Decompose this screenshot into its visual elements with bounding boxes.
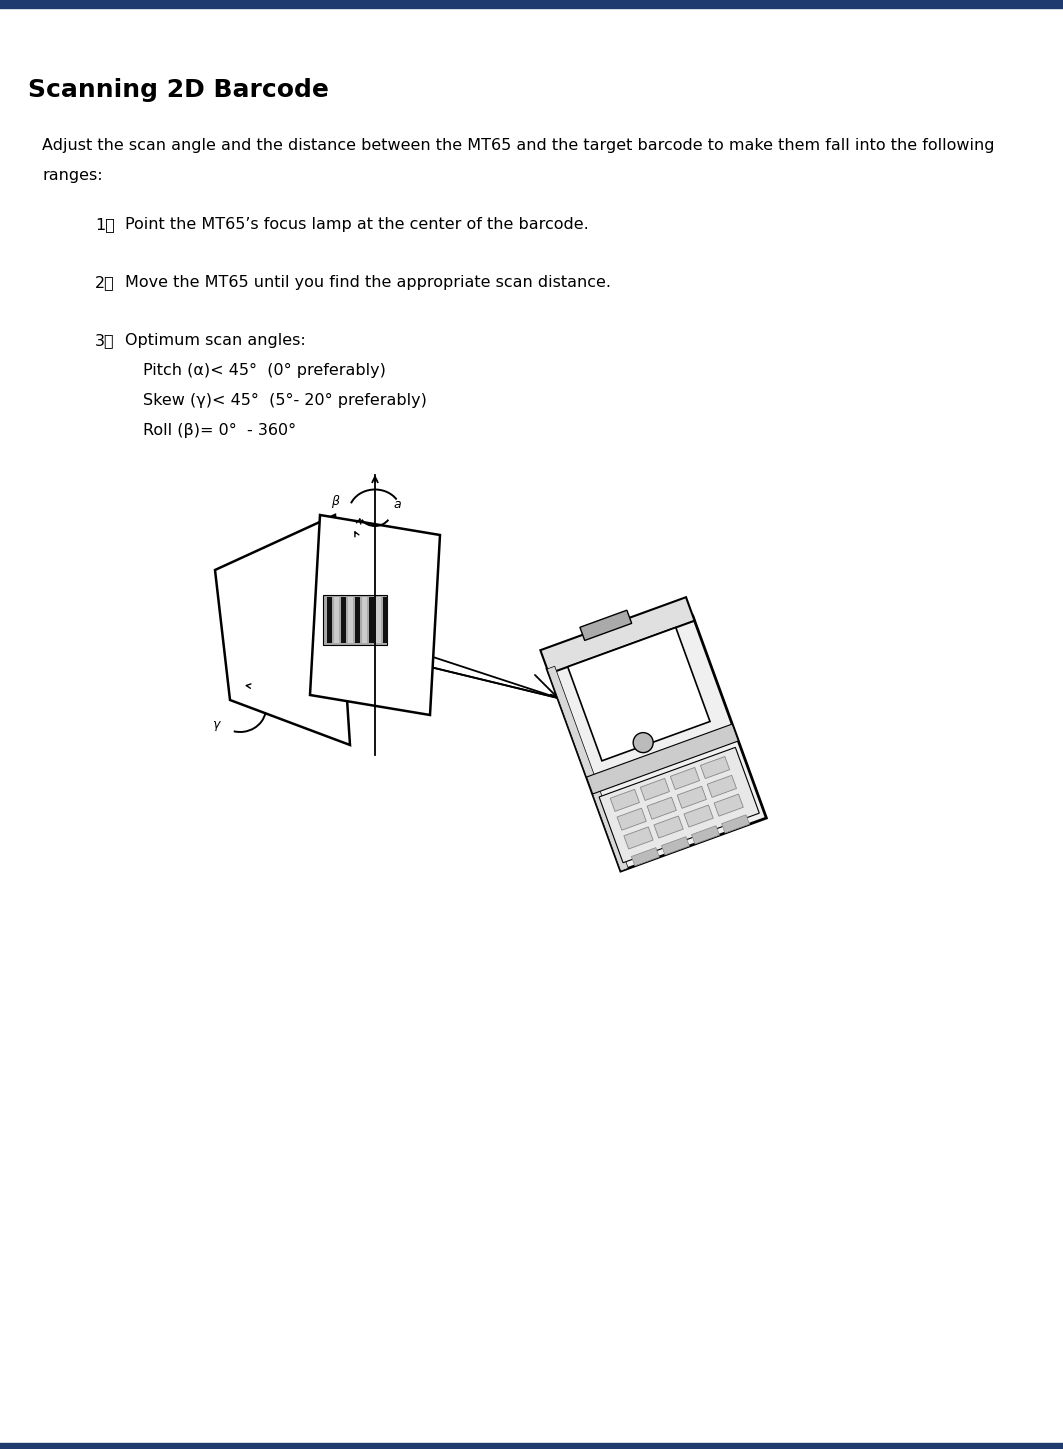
Polygon shape [684, 806, 713, 827]
Polygon shape [610, 790, 640, 811]
Polygon shape [624, 827, 653, 849]
Polygon shape [617, 809, 646, 830]
Polygon shape [310, 514, 440, 714]
Text: ranges:: ranges: [43, 168, 103, 183]
Polygon shape [707, 775, 737, 797]
Text: Point the MT65’s focus lamp at the center of the barcode.: Point the MT65’s focus lamp at the cente… [125, 217, 589, 232]
Text: Pitch (α)< 45°  (0° preferably): Pitch (α)< 45° (0° preferably) [144, 364, 386, 378]
Bar [355, 597, 360, 643]
Polygon shape [547, 667, 628, 871]
Polygon shape [568, 627, 710, 761]
Polygon shape [580, 610, 631, 640]
Polygon shape [547, 616, 766, 871]
Bar [383, 597, 388, 643]
Bar [362, 597, 367, 643]
Polygon shape [600, 748, 759, 862]
Text: Roll (β)= 0°  - 360°: Roll (β)= 0° - 360° [144, 423, 297, 438]
Text: $\it{\gamma}$: $\it{\gamma}$ [212, 719, 222, 733]
Text: Move the MT65 until you find the appropriate scan distance.: Move the MT65 until you find the appropr… [125, 275, 611, 290]
Polygon shape [587, 724, 739, 794]
Bar [369, 597, 374, 643]
Text: Optimum scan angles:: Optimum scan angles: [125, 333, 306, 348]
Polygon shape [692, 826, 720, 843]
Polygon shape [722, 814, 749, 833]
Bar [348, 597, 353, 643]
Polygon shape [647, 797, 676, 819]
Bar [334, 597, 339, 643]
Polygon shape [215, 514, 350, 745]
Polygon shape [701, 756, 729, 778]
Polygon shape [640, 778, 670, 800]
Polygon shape [631, 848, 659, 867]
Polygon shape [654, 816, 684, 838]
Polygon shape [661, 836, 689, 855]
Text: Adjust the scan angle and the distance between the MT65 and the target barcode t: Adjust the scan angle and the distance b… [43, 138, 995, 154]
Polygon shape [671, 768, 699, 790]
Polygon shape [323, 596, 387, 645]
Polygon shape [540, 597, 694, 674]
Text: 22: 22 [1017, 1424, 1035, 1439]
Bar [376, 597, 381, 643]
Polygon shape [677, 787, 707, 809]
Text: 2）: 2） [95, 275, 115, 290]
Text: 1）: 1） [95, 217, 115, 232]
Text: Skew (γ)< 45°  (5°- 20° preferably): Skew (γ)< 45° (5°- 20° preferably) [144, 393, 427, 409]
Circle shape [634, 733, 653, 752]
Text: Scanning 2D Barcode: Scanning 2D Barcode [28, 78, 328, 101]
Bar [341, 597, 345, 643]
Polygon shape [714, 794, 743, 816]
Text: $\it{\beta}$: $\it{\beta}$ [331, 494, 340, 510]
Text: 3）: 3） [95, 333, 115, 348]
Text: $\it{a}$: $\it{a}$ [393, 497, 402, 510]
Bar [327, 597, 332, 643]
